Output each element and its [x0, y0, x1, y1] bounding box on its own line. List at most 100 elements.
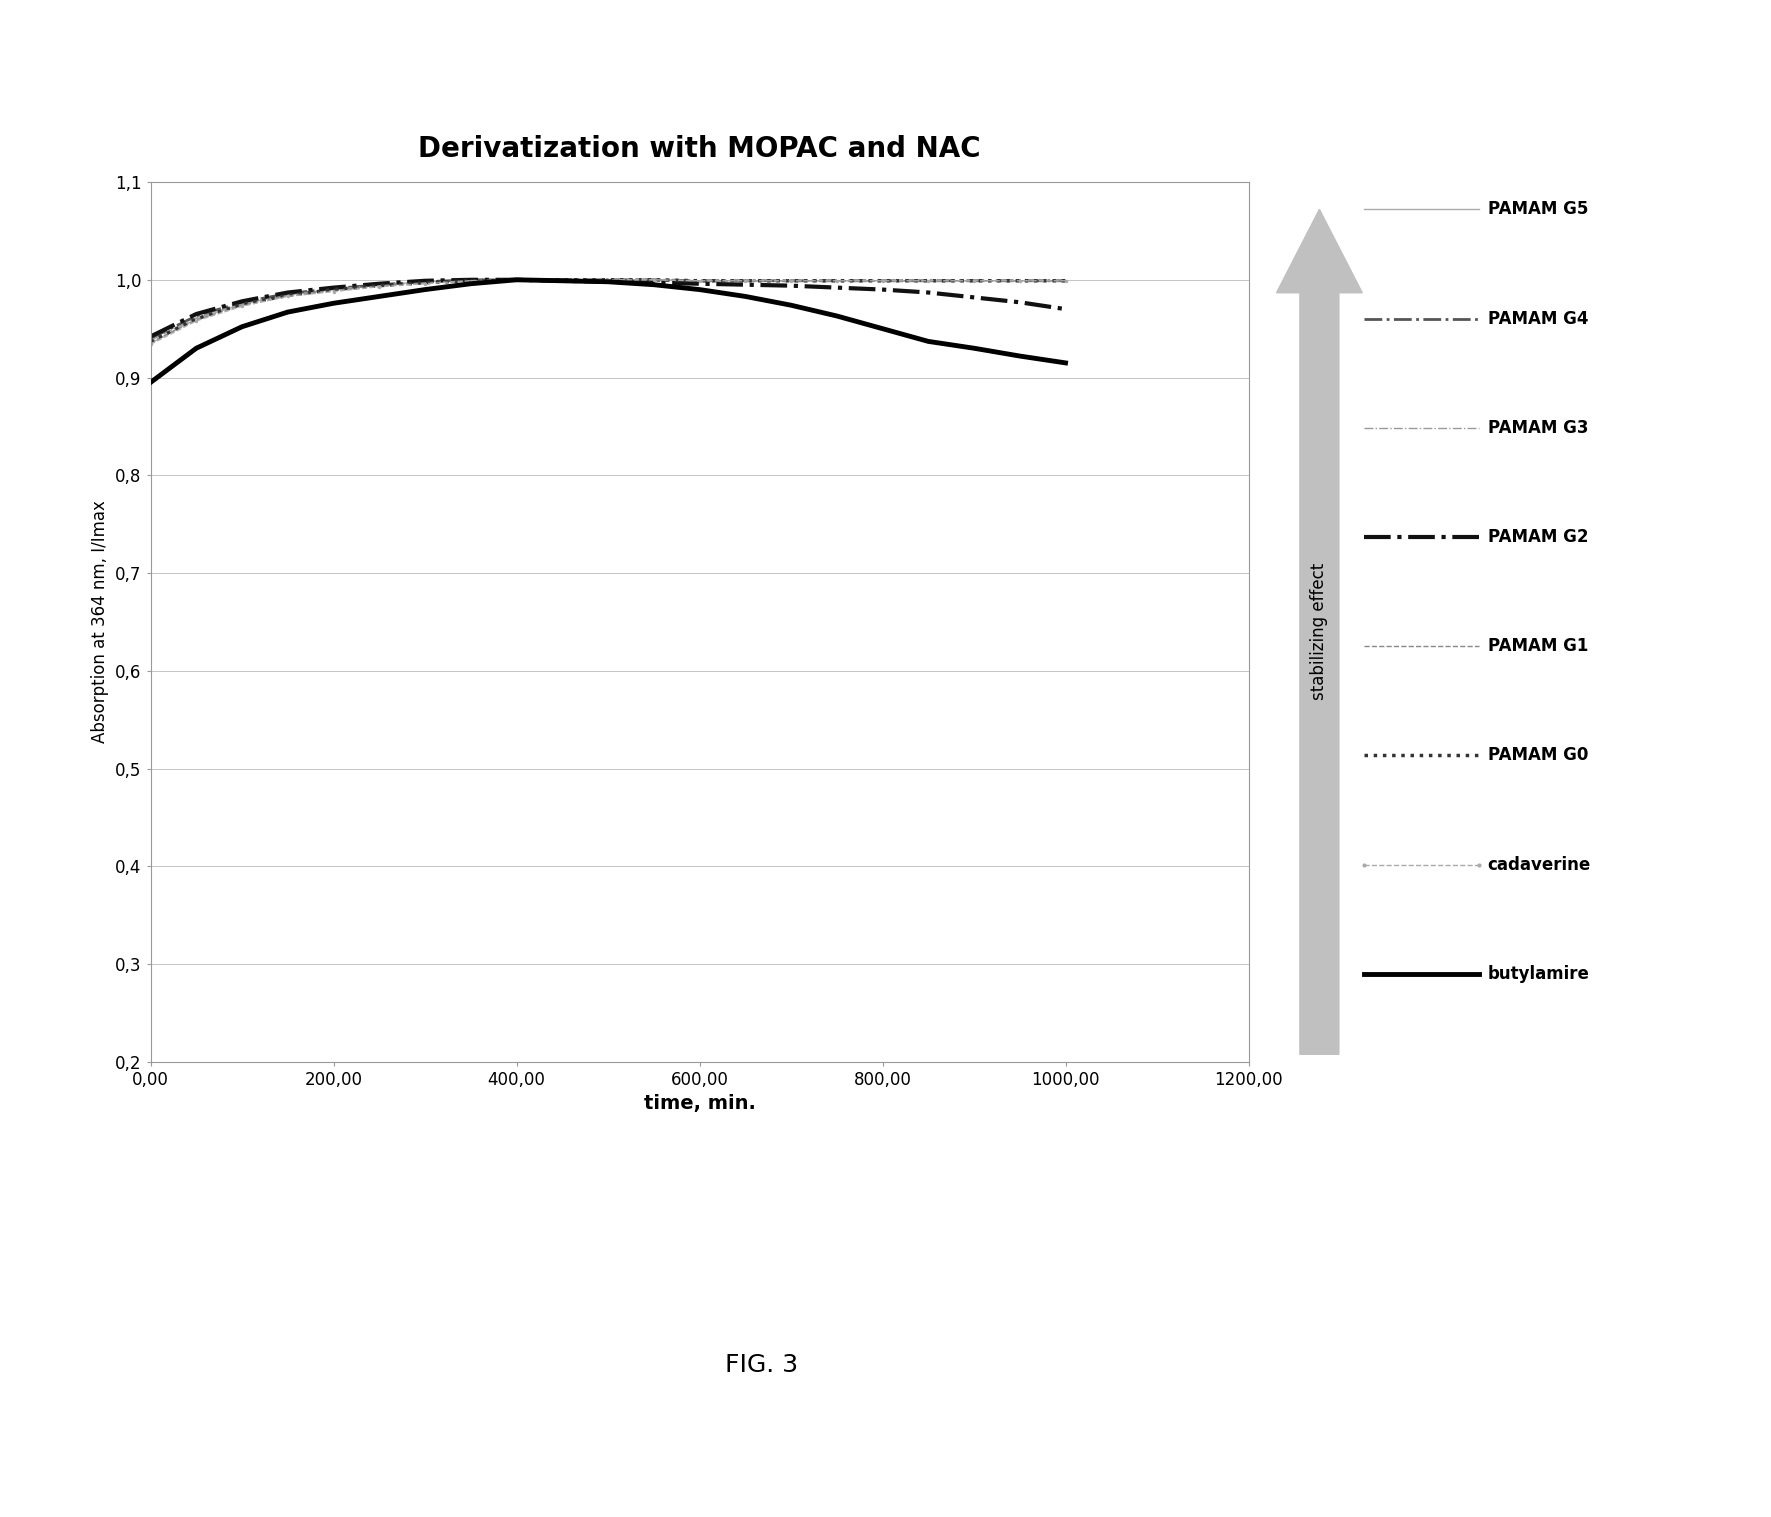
butylamire — [1056, 353, 1077, 372]
PAMAM G4 — [507, 270, 528, 288]
PAMAM G4 — [689, 272, 710, 290]
PAMAM G2 — [735, 276, 756, 294]
PAMAM G0 — [460, 272, 482, 290]
PAMAM G0 — [368, 276, 390, 294]
PAMAM G4 — [414, 273, 436, 291]
cadaverine — [735, 272, 756, 290]
PAMAM G2 — [597, 273, 618, 291]
PAMAM G5 — [232, 296, 253, 314]
butylamire — [735, 287, 756, 305]
PAMAM G1 — [232, 296, 253, 314]
cadaverine — [1056, 272, 1077, 290]
Line: PAMAM G0: PAMAM G0 — [151, 279, 1066, 341]
PAMAM G1 — [186, 311, 207, 329]
PAMAM G5 — [322, 281, 344, 299]
cadaverine — [140, 335, 161, 353]
PAMAM G5 — [507, 270, 528, 288]
cadaverine — [460, 272, 482, 290]
PAMAM G1 — [689, 272, 710, 290]
cadaverine — [1009, 272, 1031, 290]
PAMAM G2 — [825, 279, 847, 297]
PAMAM G5 — [689, 272, 710, 290]
PAMAM G4 — [825, 272, 847, 290]
PAMAM G2 — [276, 284, 298, 302]
Text: PAMAM G1: PAMAM G1 — [1488, 637, 1589, 655]
PAMAM G2 — [186, 305, 207, 323]
cadaverine — [232, 297, 253, 316]
PAMAM G3 — [507, 270, 528, 288]
PAMAM G3 — [322, 281, 344, 299]
PAMAM G1 — [643, 270, 664, 288]
Text: PAMAM G0: PAMAM G0 — [1488, 746, 1589, 765]
PAMAM G1 — [140, 334, 161, 352]
PAMAM G5 — [276, 285, 298, 303]
PAMAM G5 — [597, 270, 618, 288]
PAMAM G3 — [414, 273, 436, 291]
PAMAM G0 — [232, 296, 253, 314]
PAMAM G0 — [963, 272, 985, 290]
Text: PAMAM G3: PAMAM G3 — [1488, 419, 1589, 437]
PAMAM G1 — [460, 272, 482, 290]
PAMAM G4 — [597, 270, 618, 288]
PAMAM G5 — [963, 272, 985, 290]
PAMAM G5 — [553, 270, 574, 288]
PAMAM G1 — [414, 273, 436, 291]
PAMAM G4 — [460, 270, 482, 288]
PAMAM G0 — [186, 309, 207, 328]
Line: PAMAM G1: PAMAM G1 — [151, 279, 1066, 343]
PAMAM G4 — [917, 272, 939, 290]
butylamire — [368, 287, 390, 305]
PAMAM G0 — [597, 270, 618, 288]
PAMAM G4 — [276, 284, 298, 302]
PAMAM G0 — [140, 332, 161, 350]
butylamire — [276, 303, 298, 322]
PAMAM G1 — [963, 272, 985, 290]
PAMAM G3 — [917, 272, 939, 290]
PAMAM G2 — [1056, 300, 1077, 319]
cadaverine — [507, 270, 528, 288]
cadaverine — [597, 270, 618, 288]
cadaverine — [414, 275, 436, 293]
PAMAM G0 — [781, 272, 802, 290]
PAMAM G0 — [735, 272, 756, 290]
PAMAM G4 — [553, 270, 574, 288]
cadaverine — [917, 272, 939, 290]
PAMAM G1 — [825, 272, 847, 290]
PAMAM G5 — [917, 272, 939, 290]
PAMAM G3 — [140, 331, 161, 349]
butylamire — [597, 273, 618, 291]
PAMAM G2 — [917, 284, 939, 302]
butylamire — [917, 332, 939, 350]
Text: butylamire: butylamire — [1488, 965, 1590, 983]
PAMAM G0 — [276, 287, 298, 305]
PAMAM G3 — [781, 272, 802, 290]
PAMAM G4 — [963, 272, 985, 290]
X-axis label: time, min.: time, min. — [643, 1094, 756, 1113]
PAMAM G2 — [963, 288, 985, 306]
Line: PAMAM G4: PAMAM G4 — [151, 279, 1066, 338]
Text: PAMAM G5: PAMAM G5 — [1488, 200, 1589, 218]
PAMAM G5 — [825, 272, 847, 290]
PAMAM G5 — [643, 270, 664, 288]
PAMAM G1 — [368, 276, 390, 294]
butylamire — [507, 270, 528, 288]
PAMAM G3 — [368, 276, 390, 294]
cadaverine — [276, 287, 298, 305]
Text: PAMAM G2: PAMAM G2 — [1488, 528, 1589, 546]
cadaverine — [871, 272, 893, 290]
Line: PAMAM G5: PAMAM G5 — [151, 279, 1066, 343]
cadaverine — [825, 272, 847, 290]
PAMAM G2 — [643, 273, 664, 291]
PAMAM G3 — [232, 294, 253, 313]
cadaverine — [963, 272, 985, 290]
PAMAM G4 — [186, 306, 207, 325]
cadaverine — [368, 278, 390, 296]
PAMAM G4 — [140, 329, 161, 347]
PAMAM G5 — [1056, 272, 1077, 290]
PAMAM G5 — [414, 273, 436, 291]
PAMAM G5 — [781, 272, 802, 290]
Line: cadaverine: cadaverine — [149, 278, 1068, 346]
Line: PAMAM G3: PAMAM G3 — [151, 279, 1066, 340]
PAMAM G2 — [553, 272, 574, 290]
PAMAM G1 — [917, 272, 939, 290]
